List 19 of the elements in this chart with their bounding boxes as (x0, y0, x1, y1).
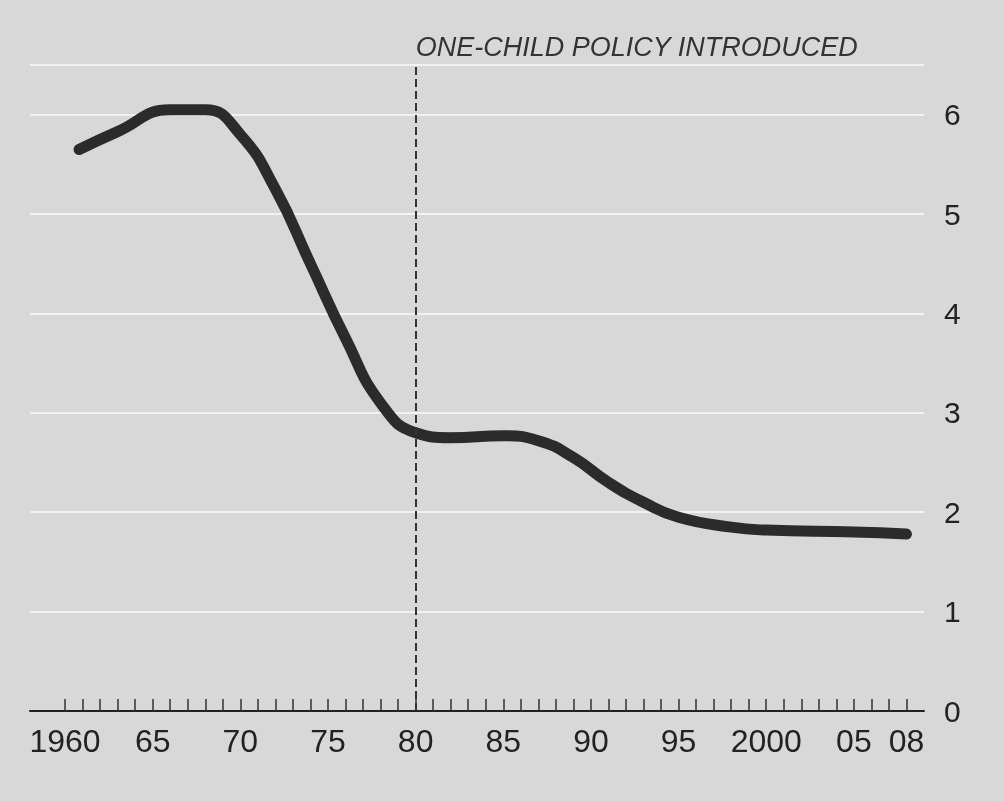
x-tick-label: 08 (888, 723, 925, 759)
y-tick-label: 4 (944, 296, 961, 330)
x-tick-label: 2000 (730, 723, 802, 759)
x-tick-label: 1960 (29, 723, 101, 759)
ref-line-label: ONE-CHILD POLICY INTRODUCED (415, 31, 858, 62)
x-tick-label: 85 (485, 723, 522, 759)
x-tick-label: 95 (660, 723, 697, 759)
x-tick-label: 65 (134, 723, 171, 759)
x-tick-label: 05 (836, 723, 872, 759)
y-tick-label: 1 (944, 595, 961, 629)
x-tick-label: 90 (573, 723, 609, 759)
x-tick-label: 75 (310, 723, 346, 759)
y-tick-label: 0 (944, 694, 961, 728)
x-tick-label: 80 (397, 723, 434, 759)
x-tick-label: 70 (222, 723, 259, 759)
y-tick-label: 6 (944, 98, 961, 132)
y-tick-label: 5 (944, 197, 961, 231)
y-tick-label: 3 (944, 396, 961, 430)
y-tick-label: 2 (944, 495, 961, 529)
